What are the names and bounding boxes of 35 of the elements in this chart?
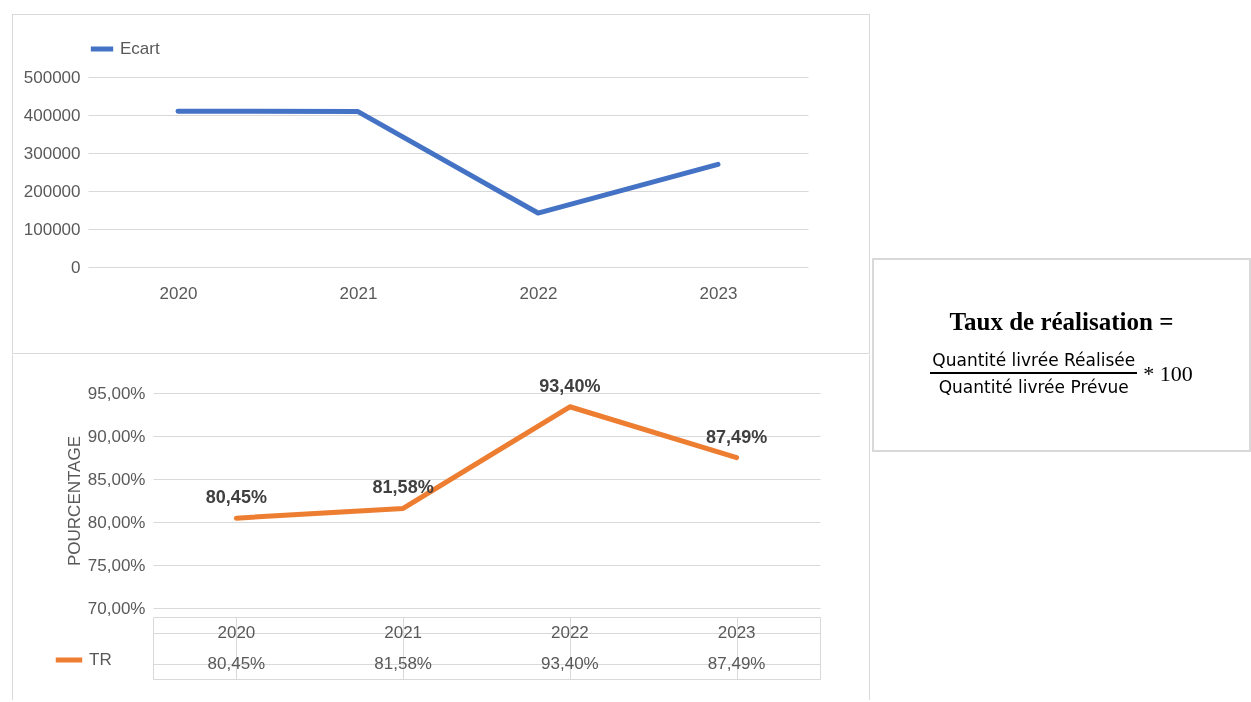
data-label: 87,49%	[707, 653, 766, 673]
y-tick-label: 95,00%	[87, 383, 146, 403]
text: Quantité livrée Prévue	[937, 376, 1130, 397]
y-tick-label: 200000	[23, 181, 81, 201]
y-tick-label: 400000	[23, 105, 81, 125]
y-tick-label: 90,00%	[87, 426, 146, 446]
y-tick-label: 80,00%	[87, 512, 146, 532]
y-axis-title: POURCENTAGE	[64, 435, 84, 567]
text: 81,58%	[372, 477, 434, 498]
data-label: 80,45%	[207, 653, 266, 673]
data-label: 93,40%	[541, 653, 599, 673]
text: 93,40%	[539, 375, 601, 396]
text: 80,45%	[205, 487, 267, 508]
x-tick-label: 2021	[339, 283, 378, 303]
text: * 100	[1143, 360, 1193, 387]
x-tick-label: 2022	[550, 622, 589, 642]
x-tick-label: 2023	[717, 622, 756, 642]
y-tick-label: 500000	[23, 67, 81, 87]
y-tick-label: 85,00%	[87, 469, 146, 489]
x-tick-label: 2023	[699, 283, 738, 303]
x-tick-label: 2020	[159, 283, 198, 303]
x-tick-label: 2022	[519, 283, 558, 303]
y-tick-label: 300000	[23, 143, 81, 163]
y-tick-label: 70,00%	[87, 598, 146, 618]
text: Taux de réalisation =	[948, 308, 1175, 336]
x-tick-label: 2021	[384, 622, 423, 642]
x-tick-label: 2020	[217, 622, 256, 642]
legend-label: Ecart	[120, 39, 160, 58]
y-tick-label: 75,00%	[87, 555, 146, 575]
data-label: 81,58%	[374, 653, 432, 673]
y-tick-label: 100000	[23, 219, 81, 239]
text: Quantité livrée Réalisée	[930, 350, 1138, 374]
legend-label: TR	[89, 650, 112, 669]
y-tick-label: 0	[71, 257, 81, 277]
text: 87,49%	[706, 426, 768, 447]
